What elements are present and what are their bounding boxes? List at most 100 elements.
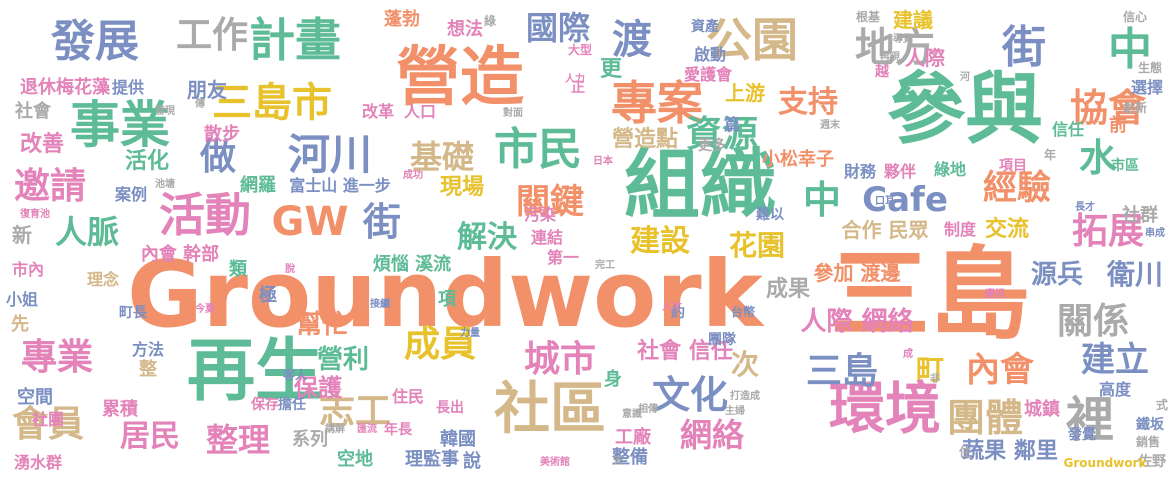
cloud-word: 社會 (15, 101, 51, 122)
cloud-word: 提供 (111, 78, 145, 97)
cloud-word: 年 (1043, 148, 1057, 162)
cloud-word: 改革 (361, 102, 395, 121)
cloud-word: 建議 (893, 8, 933, 32)
cloud-word: 專案 (611, 76, 703, 130)
cloud-word: 解決 (457, 220, 517, 255)
cloud-word: 第一 (546, 248, 580, 267)
cloud-word: 參與 (886, 65, 1044, 155)
cloud-word: 講解 (325, 424, 345, 435)
cloud-word: 小姐 (5, 290, 39, 309)
cloud-word: 市內 (11, 260, 45, 279)
cloud-word: 組織 (624, 140, 776, 229)
cloud-word: 人才 (662, 302, 682, 313)
cloud-word: 力量 (460, 328, 480, 339)
cloud-word: 社團 (31, 410, 65, 429)
cloud-word: 幫忙 (295, 310, 349, 340)
cloud-word: 事業 (70, 96, 170, 154)
cloud-word: 中 (1108, 24, 1152, 75)
cloud-word: 活化 (124, 149, 170, 174)
cloud-word: 河 (960, 72, 970, 83)
cloud-word: 保護 (294, 374, 342, 402)
cloud-word: 街 (362, 200, 402, 244)
cloud-word: 衛川 (1106, 258, 1164, 291)
cloud-word: 整理 (205, 421, 271, 459)
cloud-word: 邀請 (13, 166, 87, 207)
cloud-word: 工作 (175, 15, 249, 56)
cloud-word: 方法 (131, 340, 165, 359)
cloud-word: 市區 (1111, 158, 1139, 174)
cloud-word: 慶祝 (985, 289, 1005, 300)
cloud-word: Groundwork (1063, 456, 1147, 470)
cloud-word: 工廠 (615, 427, 651, 448)
cloud-word: 網羅 (240, 175, 276, 196)
cloud-word: 台幣 (730, 305, 756, 319)
cloud-word: 綠 (483, 14, 497, 28)
cloud-word: 關鍵 (516, 182, 584, 222)
cloud-word: 交流 (984, 217, 1030, 242)
cloud-word: 社群 (1122, 205, 1158, 226)
cloud-word: 更 (599, 57, 623, 82)
cloud-word: 活動 (159, 188, 251, 242)
cloud-word: 傳 (195, 99, 205, 110)
cloud-word: 協會 (1069, 86, 1147, 130)
cloud-word: 客人 (282, 368, 308, 382)
cloud-word: 城鎮 (1024, 399, 1060, 420)
cloud-word: 信任 (1051, 120, 1085, 139)
cloud-word: 復育池 (20, 209, 50, 220)
cloud-word: 想法 (447, 19, 483, 40)
cloud-word: 越 (875, 64, 889, 80)
cloud-word: 大型 (567, 43, 593, 57)
cloud-word: 志工 (318, 391, 392, 432)
cloud-word: 基礎 (409, 138, 475, 176)
cloud-word: 脫 (285, 264, 295, 275)
cloud-word: 週末 (820, 120, 840, 131)
cloud-word: 韓國 (440, 429, 476, 450)
cloud-word: 參加 渡邊 (813, 261, 901, 285)
cloud-word: 城市 (523, 339, 597, 380)
cloud-word: 非 (930, 374, 940, 385)
cloud-word: 居民 (120, 419, 180, 454)
cloud-word: 創新 (1122, 101, 1148, 115)
cloud-word: 案例 (114, 185, 148, 204)
cloud-word: 系列 (292, 429, 328, 450)
cloud-word: 裡 (1065, 392, 1115, 448)
cloud-word: 發覺 (1068, 427, 1096, 443)
cloud-word: 打造成 (730, 391, 760, 402)
cloud-word: 住 (958, 445, 972, 459)
cloud-word: 營造 (396, 41, 524, 115)
cloud-word: 水 (1078, 136, 1118, 180)
cloud-word: 環境 (829, 377, 941, 442)
cloud-word: 匯流 (357, 424, 377, 435)
cloud-word: 三島市 (212, 80, 332, 126)
cloud-word: 町長 (119, 305, 147, 321)
cloud-word: 夥伴 (883, 162, 917, 181)
cloud-word: 市民 (494, 124, 582, 175)
cloud-word: 成果 (765, 277, 811, 302)
cloud-word: 建設 (630, 224, 690, 259)
cloud-word: 支持 (778, 85, 838, 120)
cloud-word: 人口 (403, 102, 437, 121)
cloud-word: 資源 (685, 114, 759, 155)
cloud-word: 根基 (855, 10, 881, 24)
cloud-word: 連結 (530, 228, 564, 247)
cloud-word: 理念 (86, 270, 120, 289)
cloud-word: 啟動 (693, 45, 727, 64)
cloud-word: 難以 (756, 207, 784, 223)
cloud-word: 佐野 (1138, 454, 1166, 470)
cloud-word: 渡 (612, 17, 652, 63)
cloud-word: 團隊 (708, 332, 736, 348)
cloud-word: 長出 (436, 400, 464, 416)
cloud-word: 專業 (20, 337, 94, 378)
cloud-word: 類 (229, 259, 247, 280)
cloud-word: 網絡 (679, 416, 745, 454)
cloud-word: 街 (1002, 22, 1046, 73)
cloud-word: 人脈 (54, 213, 120, 251)
cloud-word: 長才 (1075, 202, 1095, 213)
cloud-word: 人際 網絡 (800, 307, 914, 337)
cloud-word: 朋友 (187, 78, 227, 102)
cloud-word: 新 (12, 223, 32, 247)
cloud-word: 地方 (855, 25, 935, 71)
cloud-word: 富士山 進一步 (289, 176, 391, 195)
cloud-word: 成員 (403, 324, 477, 365)
